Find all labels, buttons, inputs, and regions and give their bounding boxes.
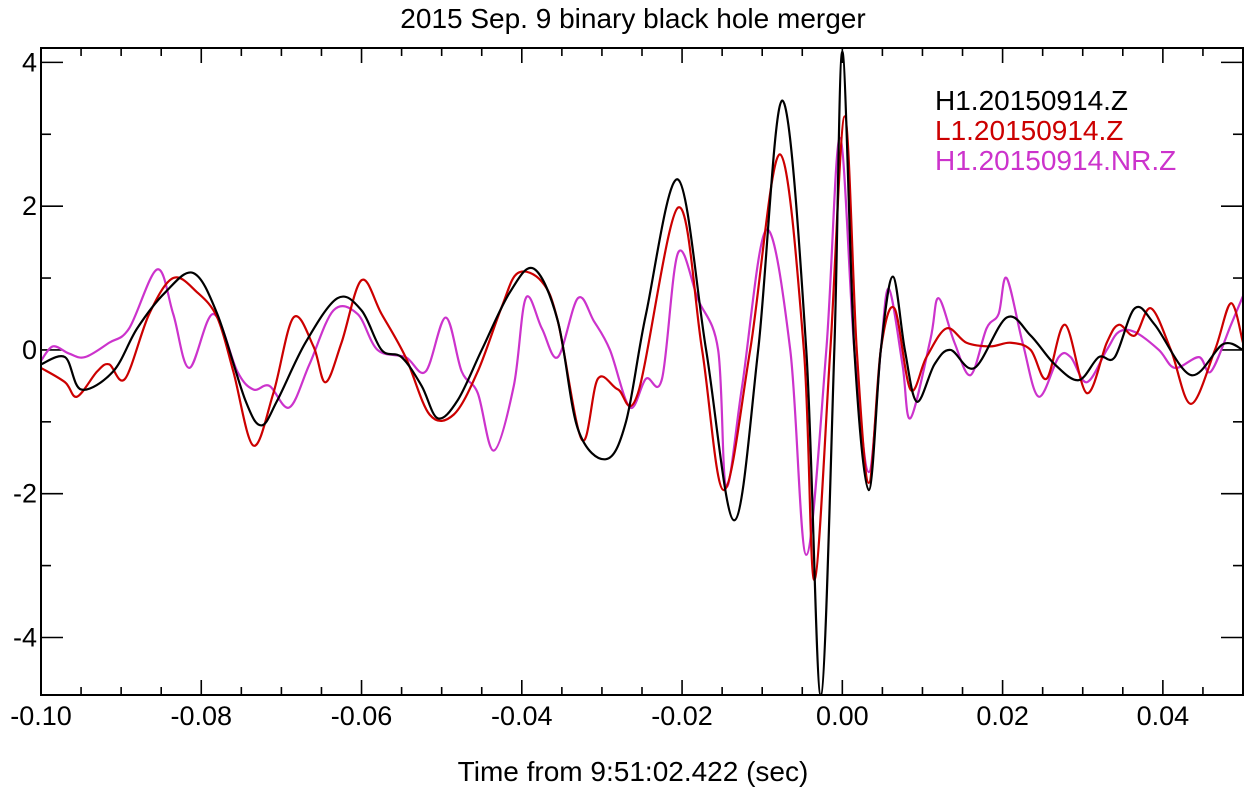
plot-frame [40,47,1244,696]
y-tick-label: -4 [13,622,37,652]
x-tick-label: 0.00 [816,701,869,731]
series-line-h1-20150914-z [41,50,1243,695]
x-tick-label: 0.02 [976,701,1029,731]
y-tick-label: 0 [22,335,37,365]
series-lines [41,50,1243,695]
y-tick-label: -2 [13,479,37,509]
axis-ticks [41,48,1243,695]
x-tick-label: -0.08 [170,701,232,731]
series-line-l1-20150914-z [41,115,1243,582]
x-tick-labels: -0.10 -0.08 -0.06 -0.04 -0.02 0.00 0.02 0.04 [10,701,1189,731]
x-tick-label: -0.04 [491,701,553,731]
legend-entry-l1-20150914-z: L1.20150914.Z [935,115,1123,146]
chart-title: 2015 Sep. 9 binary black hole merger [400,3,865,34]
y-tick-label: 2 [22,191,37,221]
legend: H1.20150914.ZL1.20150914.ZH1.20150914.NR… [935,85,1176,176]
y-tick-labels: -4 -2 0 2 4 [13,47,37,652]
legend-entry-h1-20150914-z: H1.20150914.Z [935,85,1128,116]
legend-entry-h1-20150914-nr-z: H1.20150914.NR.Z [935,145,1176,176]
x-tick-label: -0.10 [10,701,72,731]
series-line-h1-20150914-nr-z [41,136,1243,556]
x-axis-label: Time from 9:51:02.422 (sec) [458,756,809,787]
x-tick-label: 0.04 [1137,701,1190,731]
x-tick-label: -0.06 [331,701,393,731]
y-tick-label: 4 [22,47,37,77]
x-tick-label: -0.02 [651,701,713,731]
